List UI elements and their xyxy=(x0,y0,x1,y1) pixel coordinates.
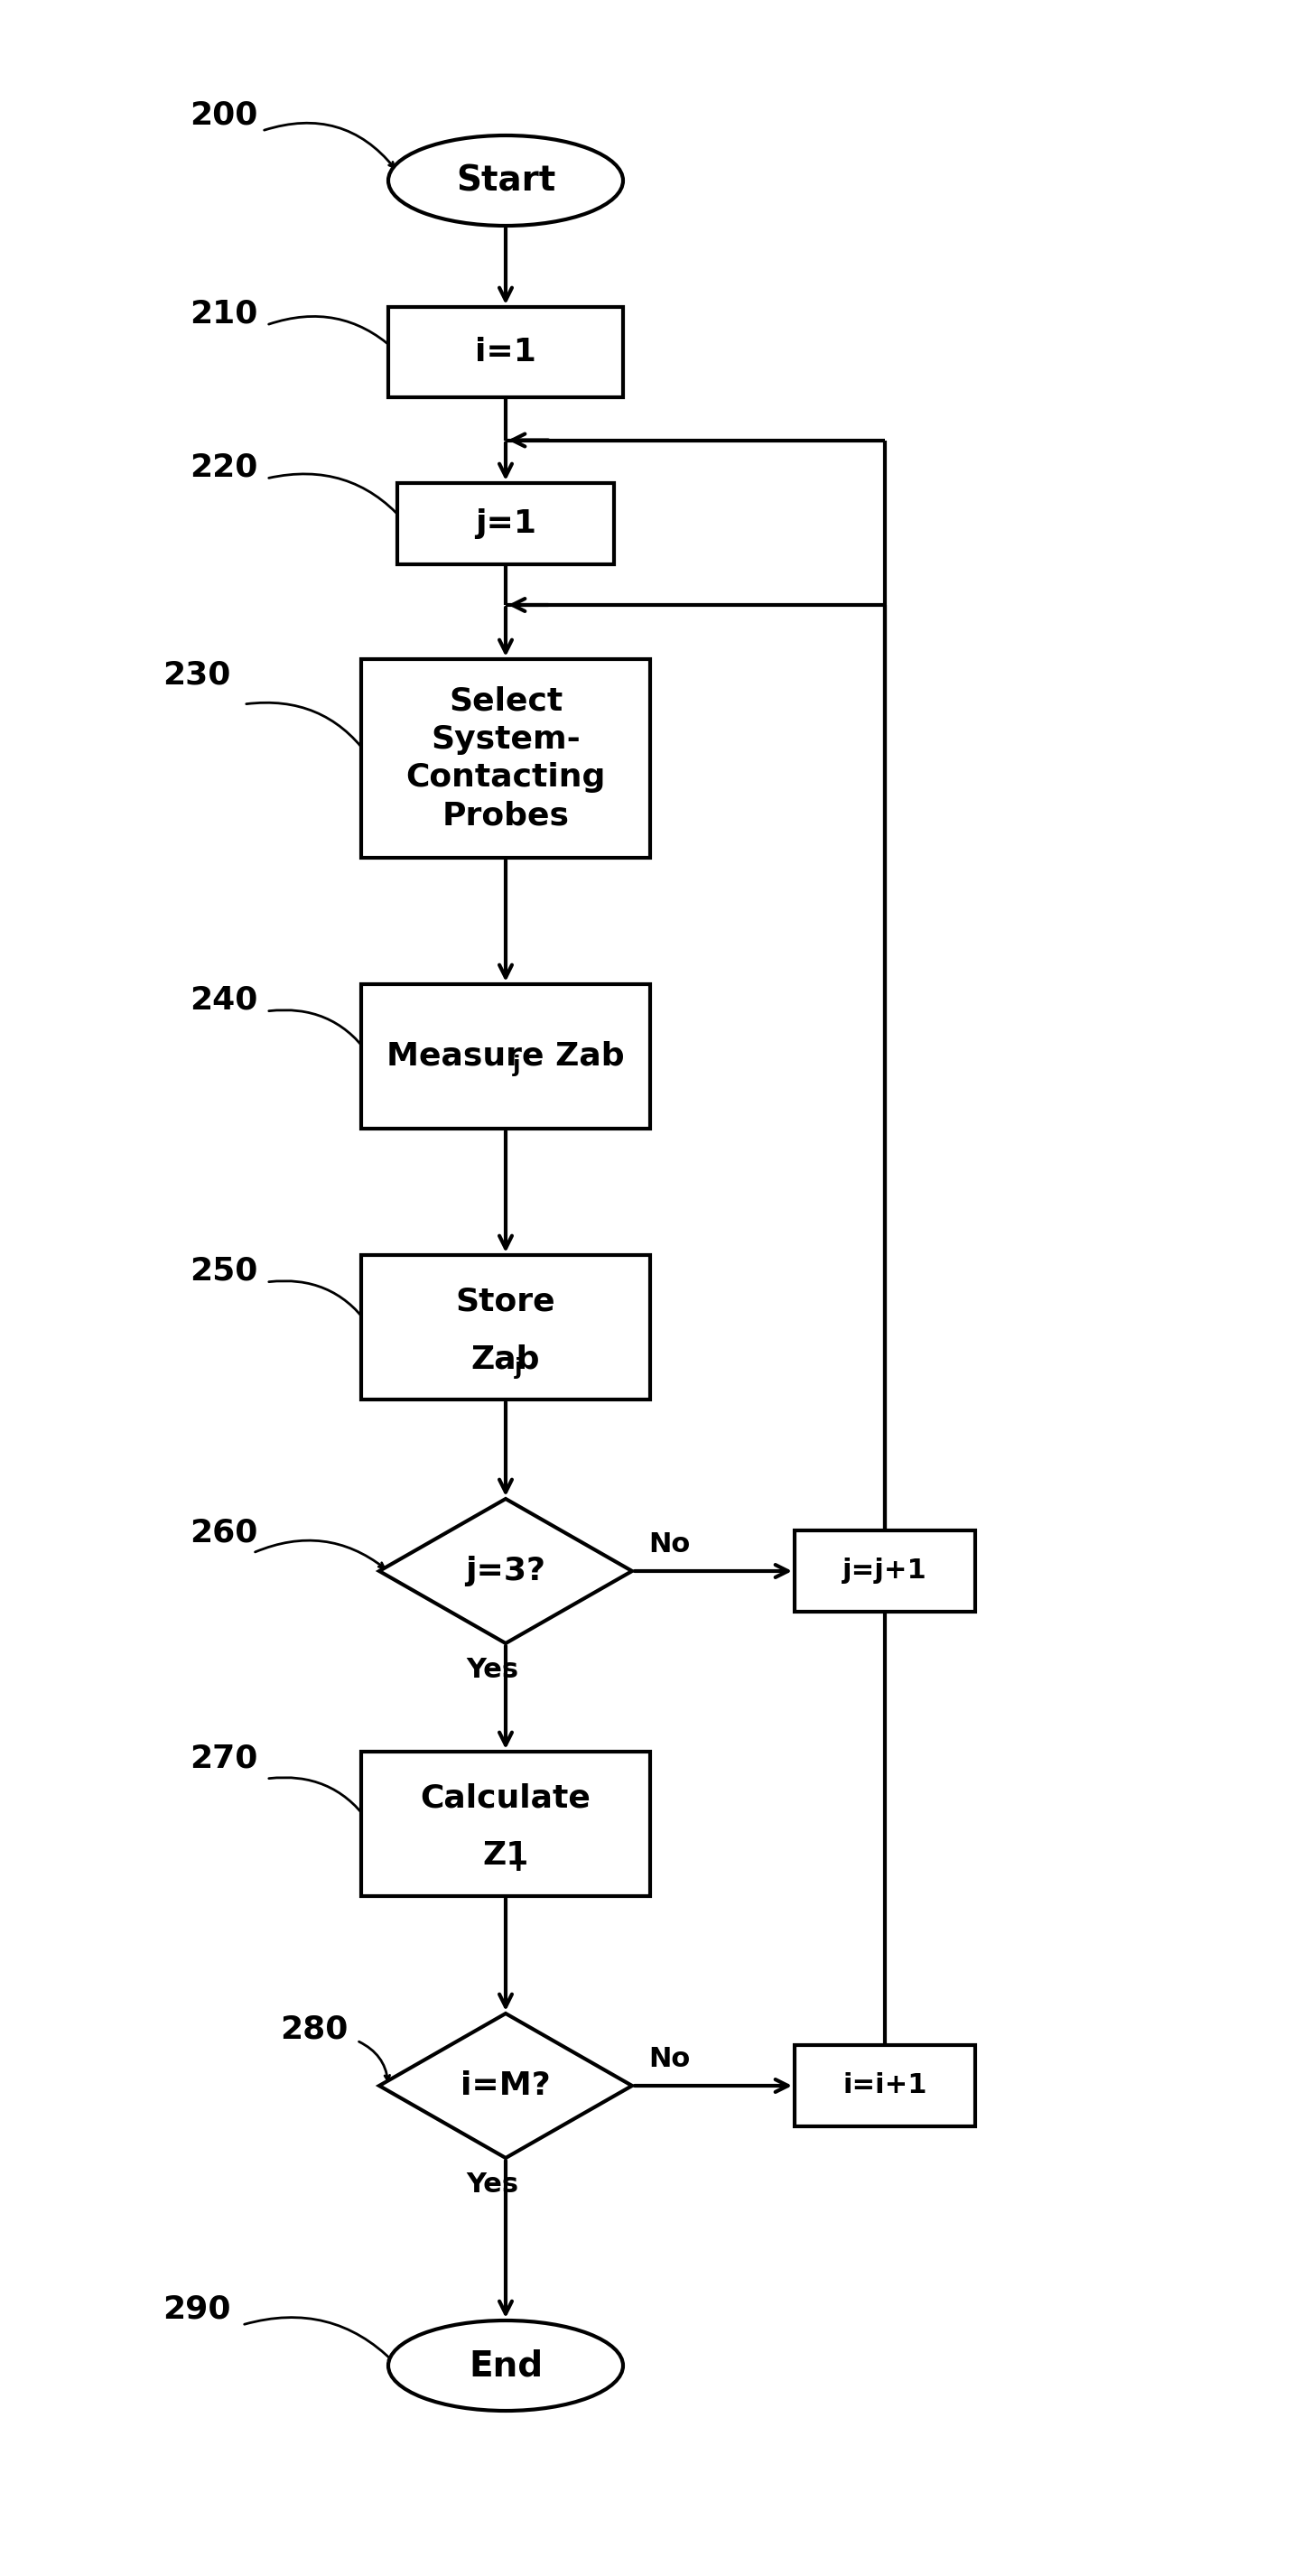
Text: j: j xyxy=(514,1358,522,1378)
Text: 260: 260 xyxy=(190,1517,257,1548)
Bar xyxy=(398,484,614,564)
Bar xyxy=(795,1530,975,1613)
Text: 240: 240 xyxy=(190,984,257,1015)
Bar xyxy=(388,307,623,397)
Ellipse shape xyxy=(388,2321,623,2411)
Bar xyxy=(361,984,651,1128)
Polygon shape xyxy=(379,1499,632,1643)
Bar xyxy=(361,1255,651,1399)
Text: 230: 230 xyxy=(163,659,231,690)
Text: 280: 280 xyxy=(279,2014,348,2045)
Text: Zab: Zab xyxy=(471,1345,541,1376)
Text: 220: 220 xyxy=(190,451,257,482)
Text: 270: 270 xyxy=(190,1741,257,1772)
Bar xyxy=(361,659,651,858)
Ellipse shape xyxy=(388,137,623,227)
Text: 210: 210 xyxy=(190,299,257,330)
Text: No: No xyxy=(648,1530,690,1558)
Bar xyxy=(361,1752,651,1896)
Text: Calculate: Calculate xyxy=(420,1783,590,1814)
Text: Z1: Z1 xyxy=(483,1839,529,1870)
Bar xyxy=(795,2045,975,2125)
Text: End: End xyxy=(468,2349,543,2383)
Text: i=M?: i=M? xyxy=(461,2071,551,2102)
Text: j=3?: j=3? xyxy=(466,1556,546,1587)
Text: i=1: i=1 xyxy=(475,337,537,368)
Text: j: j xyxy=(512,1056,520,1077)
Text: i=i+1: i=i+1 xyxy=(842,2074,928,2099)
Text: Yes: Yes xyxy=(466,1656,518,1682)
Text: 290: 290 xyxy=(163,2293,231,2324)
Text: 200: 200 xyxy=(190,100,257,129)
Text: Measure Zab: Measure Zab xyxy=(387,1041,625,1072)
Text: Select
System-
Contacting
Probes: Select System- Contacting Probes xyxy=(405,685,606,832)
Text: 250: 250 xyxy=(190,1255,257,1285)
Text: Start: Start xyxy=(455,162,555,198)
Text: j=j+1: j=j+1 xyxy=(842,1558,928,1584)
Text: No: No xyxy=(648,2045,690,2071)
Polygon shape xyxy=(379,2014,632,2159)
Text: Store: Store xyxy=(455,1285,555,1316)
Text: Yes: Yes xyxy=(466,2172,518,2197)
Text: i: i xyxy=(514,1855,522,1875)
Text: j=1: j=1 xyxy=(475,507,537,538)
